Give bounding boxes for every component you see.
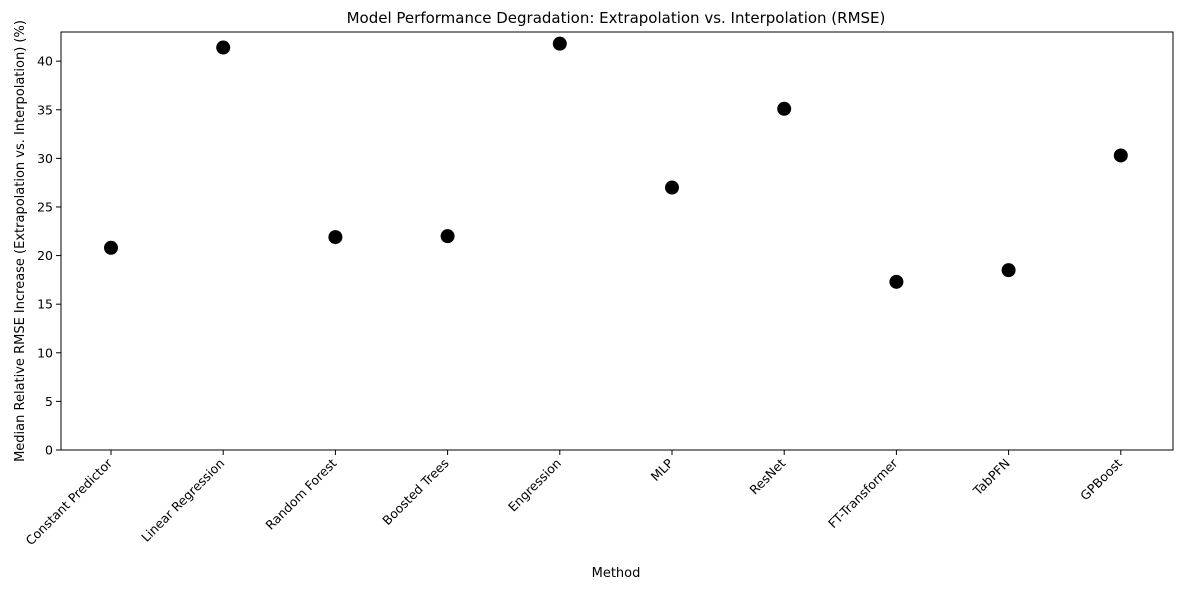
data-points bbox=[104, 36, 1128, 289]
x-tick-label: GPBoost bbox=[1077, 455, 1125, 503]
x-axis: Constant Predictor Linear Regression Rando… bbox=[22, 450, 1125, 548]
x-tick-label: TabPFN bbox=[969, 456, 1012, 499]
x-axis-label: Method bbox=[592, 566, 641, 581]
x-tick-label: Boosted Trees bbox=[379, 456, 451, 528]
x-tick-label: FT-Transformer bbox=[825, 455, 901, 531]
y-tick-label: 20 bbox=[37, 248, 53, 263]
y-tick-label: 5 bbox=[45, 394, 53, 409]
chart-title: Model Performance Degradation: Extrapola… bbox=[347, 9, 886, 27]
data-point bbox=[328, 230, 343, 245]
data-point bbox=[1113, 148, 1128, 163]
y-tick-label: 10 bbox=[37, 345, 53, 360]
data-point bbox=[1001, 263, 1016, 278]
data-point bbox=[440, 229, 455, 244]
x-tick-label: Linear Regression bbox=[138, 456, 227, 545]
y-tick-label: 15 bbox=[37, 297, 53, 312]
y-tick-label: 30 bbox=[37, 151, 53, 166]
data-point bbox=[889, 274, 904, 289]
x-tick-label: ResNet bbox=[746, 455, 788, 497]
y-axis: 0 5 10 15 20 25 30 35 40 bbox=[37, 54, 61, 458]
data-point bbox=[777, 101, 792, 116]
data-point bbox=[665, 180, 679, 195]
data-point bbox=[216, 40, 231, 55]
x-tick-label: Random Forest bbox=[262, 455, 339, 532]
x-tick-label: Constant Predictor bbox=[22, 455, 115, 548]
y-tick-label: 35 bbox=[37, 102, 53, 117]
y-tick-label: 25 bbox=[37, 199, 53, 214]
y-tick-label: 40 bbox=[37, 54, 53, 69]
x-tick-label: MLP bbox=[648, 455, 677, 484]
data-point bbox=[552, 36, 567, 51]
y-tick-label: 0 bbox=[45, 443, 53, 458]
x-tick-label: Engression bbox=[505, 456, 564, 515]
y-axis-label: Median Relative RMSE Increase (Extrapola… bbox=[13, 20, 28, 462]
plot-area bbox=[60, 31, 1174, 451]
data-point bbox=[104, 240, 118, 255]
